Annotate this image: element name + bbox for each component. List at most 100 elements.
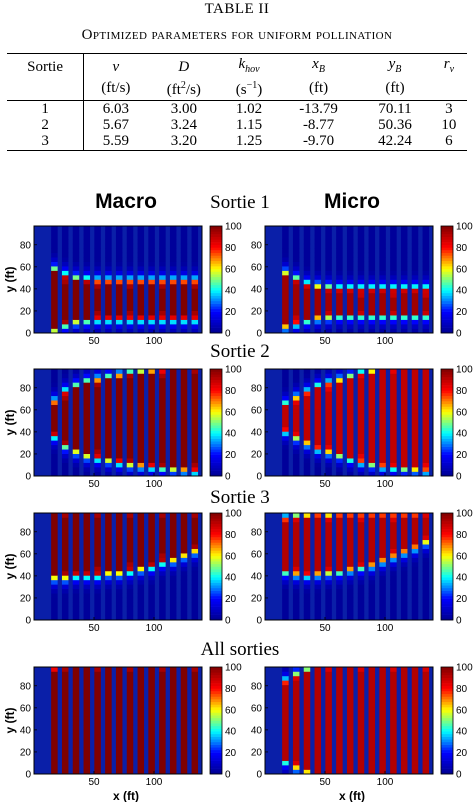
colorbar-swatch [210,422,222,426]
heatmap-cell [346,279,354,285]
heatmap-cell [61,270,69,276]
heatmap-cell [336,226,343,231]
y-tick-label: 20 [20,593,32,604]
heatmap-cell [83,444,91,450]
heatmap-cell [336,409,343,414]
heatmap-cell [72,283,80,289]
heatmap-cell [115,239,123,245]
heatmap-cell [400,521,408,527]
heatmap-cell [357,310,365,316]
y-tick-label: 40 [20,571,32,582]
heatmap-cell [346,369,354,374]
heatmap-cell [379,400,386,405]
heatmap-cell [325,377,332,383]
heatmap-cell [400,252,408,258]
heatmap-cell [83,377,91,383]
heatmap-cell [115,711,123,717]
heatmap-cell [126,611,134,616]
heatmap-cell [115,720,123,726]
heatmap-cell [137,283,145,289]
heatmap-cell [336,391,343,397]
heatmap-cell [411,702,419,708]
heatmap-cell [148,467,155,472]
heatmap-cell [137,667,145,672]
heatmap-cell [191,724,199,730]
heatmap-cell [180,409,188,414]
heatmap-cell [379,611,386,616]
heatmap-cell [159,566,166,572]
heatmap-cell [292,570,300,576]
heatmap-cell [159,711,166,717]
heatmap-cell [411,431,419,437]
heatmap-cell [292,453,300,459]
heatmap-cell [115,418,123,423]
heatmap-cell [61,539,69,545]
heatmap-cell [325,769,332,775]
heatmap-cell [314,575,322,581]
heatmap-cell [159,548,166,554]
heatmap-cell [422,418,430,423]
heatmap-cell [51,680,58,686]
cell: 1.15 [235,117,263,133]
x-tick-label: 50 [88,623,100,634]
heatmap-cell [411,297,419,303]
heatmap-cell [137,270,145,276]
heatmap-cell [159,377,166,383]
heatmap-cell [115,724,123,730]
heatmap-cell [303,444,311,450]
heatmap-cell [148,261,155,267]
colorbar-swatch [441,603,453,607]
heatmap-cell [390,557,397,563]
heatmap-cell [292,526,300,532]
heatmap-cell [191,373,199,379]
colorbar-swatch [441,749,453,753]
colorbar-tick-label: 60 [456,705,468,716]
heatmap-cell [180,319,188,325]
heatmap-cell [314,418,322,423]
heatmap-cell [303,756,311,761]
heatmap-cell [346,297,354,303]
heatmap-cell [379,738,386,744]
table-number: TABLE II [204,1,270,17]
heatmap-cell [83,404,91,410]
heatmap-cell [180,693,188,699]
colorbar-tick-label: 40 [225,286,237,297]
heatmap-cell [94,597,101,603]
heatmap-cell [390,301,397,307]
heatmap-cell [368,279,376,285]
heatmap-cell [180,597,188,603]
heatmap-cell [325,297,332,303]
heatmap-cell [137,435,145,441]
heatmap-cell [115,315,123,320]
heatmap-cell [325,444,332,450]
heatmap-cell [94,698,101,703]
heatmap-cell [51,557,58,563]
heatmap-cell [303,426,311,432]
heatmap-cell [303,386,311,392]
heatmap-cell [180,544,188,549]
heatmap-cell [51,765,58,770]
heatmap-cell [336,530,343,536]
heatmap-cell [94,292,101,298]
heatmap-cell [72,698,80,703]
heatmap-cell [411,409,419,414]
colorbar-swatch [441,725,453,729]
colorbar-swatch [441,744,453,748]
heatmap-cell [137,400,145,405]
heatmap-cell [105,444,112,450]
heatmap-cell [148,579,155,585]
heatmap-cell [137,689,145,695]
colorbar-frame [209,512,223,621]
heatmap-cell [159,675,166,681]
heatmap-cell [105,769,112,775]
heatmap-cell [379,310,386,316]
heatmap-cell [83,373,91,379]
heatmap-cell [379,404,386,410]
heatmap-cell [148,724,155,730]
colorbar-swatch [441,574,453,578]
heatmap-cell [422,526,430,532]
heatmap-cell [368,593,376,599]
colorbar-swatch [441,566,453,570]
colorbar-swatch [441,327,453,331]
heatmap-cell [400,288,408,294]
